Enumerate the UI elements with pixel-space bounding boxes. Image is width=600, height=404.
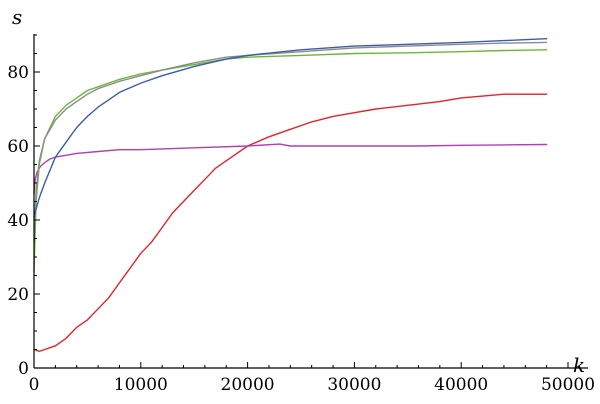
series-layer xyxy=(33,38,548,353)
series-line-3 xyxy=(33,49,548,273)
x-tick-label: 30000 xyxy=(327,375,381,395)
series-line-5 xyxy=(33,38,548,217)
x-tick-label: 40000 xyxy=(434,375,488,395)
y-tick-label: 80 xyxy=(7,63,29,83)
x-axis-ticks: 0 10000 20000 30000 40000 50000 xyxy=(29,362,595,395)
y-tick-label: 20 xyxy=(7,285,29,305)
y-axis-title: s xyxy=(12,5,22,29)
x-tick-label: 50000 xyxy=(541,375,595,395)
x-tick-label: 0 xyxy=(29,375,40,395)
y-tick-label: 0 xyxy=(18,359,29,379)
series-line-2 xyxy=(33,143,548,195)
x-axis-title: k xyxy=(573,353,585,377)
x-tick-label: 10000 xyxy=(114,375,168,395)
y-axis-ticks: 0 20 40 60 80 xyxy=(7,34,40,379)
y-tick-label: 60 xyxy=(7,137,29,157)
x-tick-label: 20000 xyxy=(221,375,275,395)
y-tick-label: 40 xyxy=(7,211,29,231)
series-line-4 xyxy=(33,41,548,243)
series-line-1 xyxy=(33,93,548,353)
